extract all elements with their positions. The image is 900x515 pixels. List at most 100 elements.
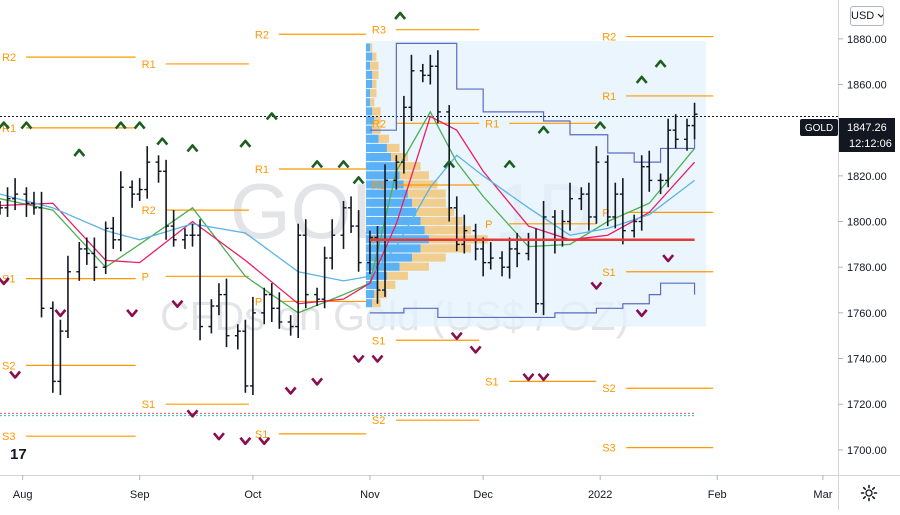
volume-profile-down-bar	[370, 43, 373, 52]
price-bar	[684, 118, 691, 151]
price-bar	[314, 287, 321, 307]
pivot-level-label: S1	[142, 399, 155, 411]
time-axis[interactable]: Aug Sep Oct Nov Dec 2022 Feb Mar	[13, 475, 833, 501]
price-bar	[638, 155, 645, 231]
price-bar	[249, 296, 256, 396]
volume-profile-up-bar	[365, 189, 408, 198]
chevron-down-icon	[877, 13, 883, 18]
price-axis-label: 1880.00	[847, 34, 887, 46]
volume-profile-up-bar	[365, 153, 392, 162]
pivot-level-label: S3	[602, 443, 615, 455]
volume-profile-up-bar	[365, 262, 400, 271]
buy-signal-icon	[239, 139, 252, 148]
price-bar	[155, 155, 162, 183]
price-bar	[631, 214, 638, 238]
sell-signal-icon	[212, 432, 225, 441]
currency-dropdown[interactable]: USD	[850, 6, 884, 26]
price-bar	[163, 159, 170, 240]
volume-profile-down-bar	[374, 290, 387, 299]
price-axis-label: 1720.00	[847, 399, 887, 411]
price-bar	[189, 223, 196, 247]
countdown-timer: 12:12:06	[849, 138, 892, 150]
symbol-price-label: GOLD 1847.26 12:12:06	[800, 118, 895, 152]
moving-average-line-3	[0, 154, 695, 282]
price-bar	[12, 178, 19, 211]
price-bar	[340, 200, 347, 249]
volume-profile-up-bar	[365, 280, 379, 290]
time-axis-label: Mar	[813, 489, 832, 501]
price-bar	[136, 178, 143, 201]
time-axis-label: Nov	[360, 489, 380, 501]
buy-signal-icon	[337, 160, 350, 169]
price-bar	[287, 315, 294, 336]
volume-profile-up-bar	[365, 290, 375, 299]
price-bar	[506, 237, 513, 279]
volume-profile-down-bar	[399, 262, 429, 271]
price-bar	[453, 196, 460, 252]
price-axis-label: 1780.00	[847, 262, 887, 274]
volume-profile-down-bar	[386, 271, 408, 280]
buy-signal-icon	[114, 121, 127, 130]
buy-signal-icon	[352, 176, 365, 185]
volume-profile-down-bar	[386, 143, 400, 153]
price-bar	[208, 299, 215, 334]
pivot-level-label: R1	[372, 180, 386, 192]
price-bar	[321, 246, 328, 309]
buy-signal-icon	[0, 121, 10, 130]
price-bar	[4, 187, 11, 217]
volume-profile-up-bar	[365, 98, 371, 107]
time-axis-label: Dec	[473, 489, 493, 501]
volume-profile-down-bar	[412, 198, 446, 207]
price-bar	[499, 251, 506, 277]
buy-signal-icon	[265, 112, 278, 121]
volume-profile-up-bar	[365, 244, 421, 253]
volume-profile-up-bar	[365, 70, 373, 79]
volume-profile-up-bar	[365, 107, 373, 116]
volume-profile-down-bar	[372, 107, 381, 116]
sell-signal-icon	[311, 377, 324, 386]
pivot-level-label: R2	[142, 205, 156, 217]
buy-signal-icon	[156, 137, 169, 146]
pivot-level-label: P	[255, 296, 262, 308]
pivot-level-label: S2	[2, 360, 15, 372]
price-axis[interactable]: 1880.001860.001840.001820.001800.001780.…	[838, 34, 887, 457]
pivot-level-label: R2	[255, 29, 269, 41]
price-bar	[366, 230, 373, 275]
pivot-level-label: R1	[255, 164, 269, 176]
sell-signal-icon	[54, 309, 67, 318]
volume-profile-down-bar	[372, 70, 379, 79]
volume-profile-down-bar	[378, 280, 396, 290]
price-bar	[612, 182, 619, 229]
price-bar	[49, 301, 56, 393]
price-bar	[23, 187, 30, 217]
price-bar	[117, 171, 124, 252]
price-bar	[393, 155, 400, 190]
volume-profile-up-bar	[365, 226, 425, 235]
envelope-lower-line	[369, 282, 696, 319]
volume-profile-down-bar	[378, 134, 390, 143]
volume-profile-up-bar	[365, 216, 421, 226]
volume-profile-up-bar	[365, 89, 371, 98]
pivot-level-label: P	[602, 207, 609, 219]
price-bar	[487, 242, 494, 270]
volume-profile-down-bar	[370, 98, 375, 107]
price-bar	[276, 292, 283, 329]
price-bar	[566, 182, 573, 231]
time-axis-label: Sep	[130, 489, 150, 501]
price-axis-label: 1700.00	[847, 445, 887, 457]
sell-signal-icon	[635, 309, 648, 318]
price-bar	[102, 221, 109, 275]
sell-signal-icon	[186, 409, 199, 418]
pivot-level-label: P	[485, 219, 492, 231]
price-bar	[691, 102, 698, 140]
tradingview-logo[interactable]: 17	[6, 440, 36, 466]
sell-signal-icon	[469, 345, 482, 354]
price-bar	[382, 164, 389, 297]
price-bar	[329, 219, 336, 270]
price-bar	[461, 214, 468, 254]
chart-settings-button[interactable]	[858, 482, 880, 504]
price-bar	[540, 200, 547, 316]
price-bar	[30, 191, 37, 215]
